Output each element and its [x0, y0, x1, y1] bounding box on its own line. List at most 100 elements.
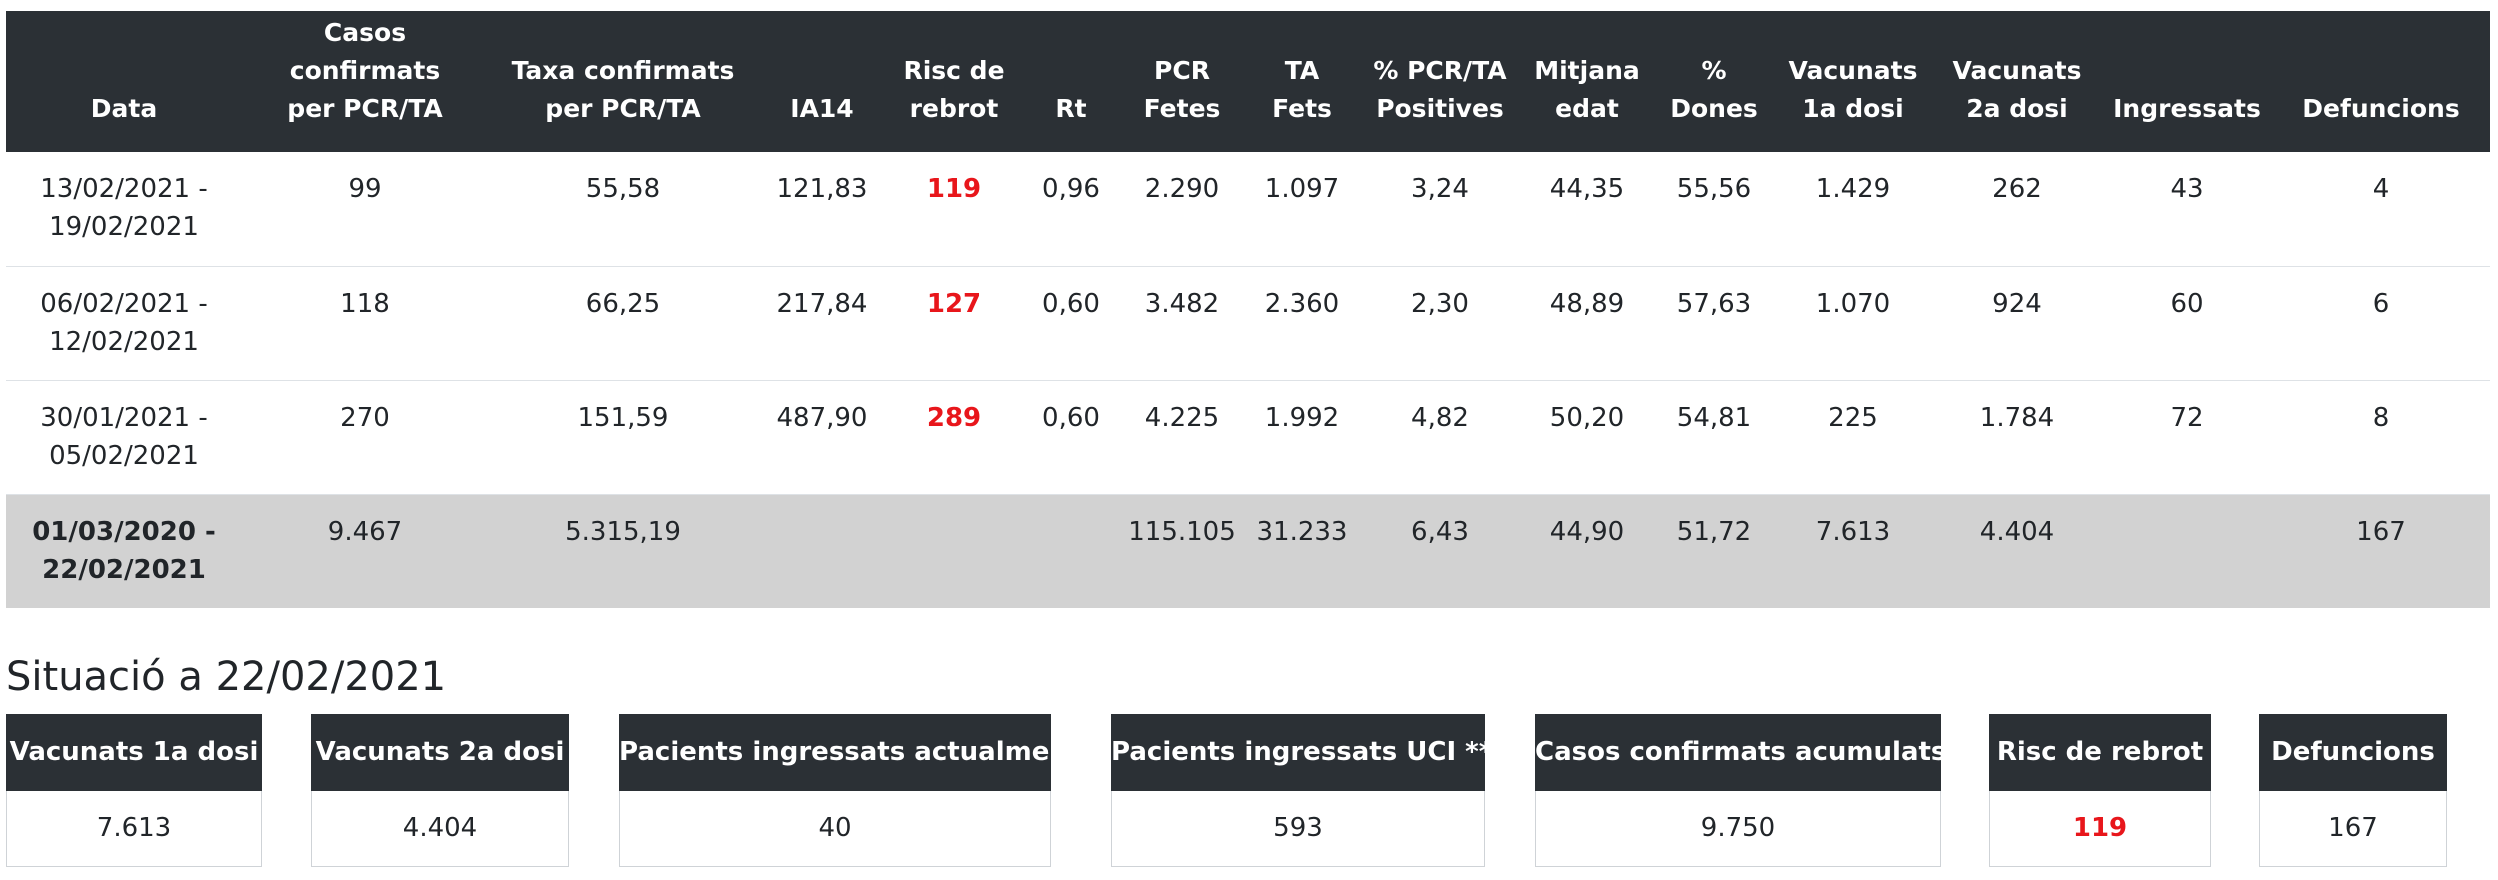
card-label: Vacunats 2a dosi — [311, 714, 569, 791]
cell-women: 54,81 — [1654, 380, 1774, 495]
card-vaccinated-2nd: Vacunats 2a dosi 4.404 — [311, 714, 569, 868]
card-value: 40 — [619, 791, 1051, 867]
col-header-pcr[interactable]: PCR Fetes — [1120, 11, 1244, 152]
cell-deaths: 4 — [2272, 152, 2490, 267]
table-row: 30/01/2021 -05/02/2021 270 151,59 487,90… — [6, 380, 2490, 495]
card-cumulative-cases: Casos confirmats acumulats 9.750 — [1535, 714, 1946, 868]
col-header-rt[interactable]: Rt — [1022, 11, 1120, 152]
cell-pcr: 4.225 — [1120, 380, 1244, 495]
cell-mean-age: 50,20 — [1520, 380, 1654, 495]
col-header-confirmed-rate[interactable]: Taxa confirmats per PCR/TA — [488, 11, 758, 152]
col-header-vaccinated-1st[interactable]: Vacunats 1a dosi — [1774, 11, 1932, 152]
cell-admitted: 72 — [2102, 380, 2272, 495]
cell-positives: 6,43 — [1360, 494, 1520, 608]
cell-date: 13/02/2021 -19/02/2021 — [6, 152, 242, 267]
cell-rt: 0,96 — [1022, 152, 1120, 267]
weekly-stats-table: Data Casos confirmats per PCR/TA Taxa con… — [6, 11, 2490, 608]
cell-women: 51,72 — [1654, 494, 1774, 608]
cell-ta: 1.097 — [1244, 152, 1360, 267]
cell-admitted — [2102, 494, 2272, 608]
cell-date: 01/03/2020 -22/02/2021 — [6, 494, 242, 608]
cell-vaccinated-1st: 7.613 — [1774, 494, 1932, 608]
cell-rt: 0,60 — [1022, 266, 1120, 381]
cell-vaccinated-2nd: 4.404 — [1932, 494, 2102, 608]
table-header: Data Casos confirmats per PCR/TA Taxa con… — [6, 11, 2490, 152]
cell-women: 57,63 — [1654, 266, 1774, 381]
table-total-row: 01/03/2020 -22/02/2021 9.467 5.315,19 11… — [6, 494, 2490, 608]
card-patients-icu: Pacients ingressats UCI ** 593 — [1111, 714, 1492, 868]
cell-ia14 — [758, 494, 886, 608]
cell-date: 30/01/2021 -05/02/2021 — [6, 380, 242, 495]
card-deaths: Defuncions 167 — [2259, 714, 2447, 868]
cell-admitted: 60 — [2102, 266, 2272, 381]
cell-outbreak-risk: 289 — [886, 380, 1022, 495]
cell-admitted: 43 — [2102, 152, 2272, 267]
col-header-mean-age[interactable]: Mitjana edat — [1520, 11, 1654, 152]
cell-pcr: 2.290 — [1120, 152, 1244, 267]
col-header-positives[interactable]: % PCR/TA Positives — [1360, 11, 1520, 152]
situation-title: Situació a 22/02/2021 — [6, 654, 447, 700]
card-label: Casos confirmats acumulats — [1535, 714, 1946, 791]
cell-ta: 1.992 — [1244, 380, 1360, 495]
cell-rt: 0,60 — [1022, 380, 1120, 495]
cell-vaccinated-2nd: 924 — [1932, 266, 2102, 381]
card-value: 9.750 — [1535, 791, 1941, 867]
cell-ta: 2.360 — [1244, 266, 1360, 381]
col-header-vaccinated-2nd[interactable]: Vacunats 2a dosi — [1932, 11, 2102, 152]
card-outbreak-risk: Risc de rebrot 119 — [1989, 714, 2211, 868]
cell-positives: 4,82 — [1360, 380, 1520, 495]
cell-rt — [1022, 494, 1120, 608]
card-vaccinated-1st: Vacunats 1a dosi 7.613 — [6, 714, 262, 868]
cell-vaccinated-2nd: 1.784 — [1932, 380, 2102, 495]
cell-ia14: 217,84 — [758, 266, 886, 381]
card-label: Vacunats 1a dosi — [6, 714, 262, 791]
cell-vaccinated-1st: 225 — [1774, 380, 1932, 495]
cell-deaths: 6 — [2272, 266, 2490, 381]
col-header-women[interactable]: % Dones — [1654, 11, 1774, 152]
cell-outbreak-risk: 119 — [886, 152, 1022, 267]
table-row: 13/02/2021 -19/02/2021 99 55,58 121,83 1… — [6, 152, 2490, 267]
card-value: 7.613 — [6, 791, 262, 867]
card-label: Risc de rebrot — [1989, 714, 2211, 791]
col-header-ia14[interactable]: IA14 — [758, 11, 886, 152]
cell-confirmed-rate: 151,59 — [488, 380, 758, 495]
col-header-date[interactable]: Data — [6, 11, 242, 152]
cell-confirmed-rate: 55,58 — [488, 152, 758, 267]
cell-confirmed-cases: 9.467 — [242, 494, 488, 608]
col-header-confirmed-cases[interactable]: Casos confirmats per PCR/TA — [242, 11, 488, 152]
cell-mean-age: 48,89 — [1520, 266, 1654, 381]
col-header-outbreak-risk[interactable]: Risc de rebrot — [886, 11, 1022, 152]
cell-positives: 2,30 — [1360, 266, 1520, 381]
col-header-admitted[interactable]: Ingressats — [2102, 11, 2272, 152]
cell-outbreak-risk: 127 — [886, 266, 1022, 381]
card-value: 4.404 — [311, 791, 569, 867]
cell-women: 55,56 — [1654, 152, 1774, 267]
card-label: Pacients ingressats actualment — [619, 714, 1080, 791]
cell-confirmed-rate: 66,25 — [488, 266, 758, 381]
col-header-deaths[interactable]: Defuncions — [2272, 11, 2490, 152]
cell-vaccinated-1st: 1.429 — [1774, 152, 1932, 267]
cell-vaccinated-1st: 1.070 — [1774, 266, 1932, 381]
cell-confirmed-cases: 118 — [242, 266, 488, 381]
cell-pcr: 3.482 — [1120, 266, 1244, 381]
cell-ia14: 121,83 — [758, 152, 886, 267]
cell-ia14: 487,90 — [758, 380, 886, 495]
cell-confirmed-cases: 270 — [242, 380, 488, 495]
card-label: Pacients ingressats UCI ** — [1111, 714, 1492, 791]
cell-positives: 3,24 — [1360, 152, 1520, 267]
cell-mean-age: 44,35 — [1520, 152, 1654, 267]
cell-deaths: 8 — [2272, 380, 2490, 495]
card-value: 593 — [1111, 791, 1485, 867]
cell-outbreak-risk — [886, 494, 1022, 608]
cell-vaccinated-2nd: 262 — [1932, 152, 2102, 267]
cell-deaths: 167 — [2272, 494, 2490, 608]
col-header-ta[interactable]: TA Fets — [1244, 11, 1360, 152]
cell-mean-age: 44,90 — [1520, 494, 1654, 608]
card-value: 167 — [2259, 791, 2447, 867]
card-value: 119 — [1989, 791, 2211, 867]
cell-confirmed-rate: 5.315,19 — [488, 494, 758, 608]
cell-ta: 31.233 — [1244, 494, 1360, 608]
table-row: 06/02/2021 -12/02/2021 118 66,25 217,84 … — [6, 266, 2490, 381]
cell-date: 06/02/2021 -12/02/2021 — [6, 266, 242, 381]
